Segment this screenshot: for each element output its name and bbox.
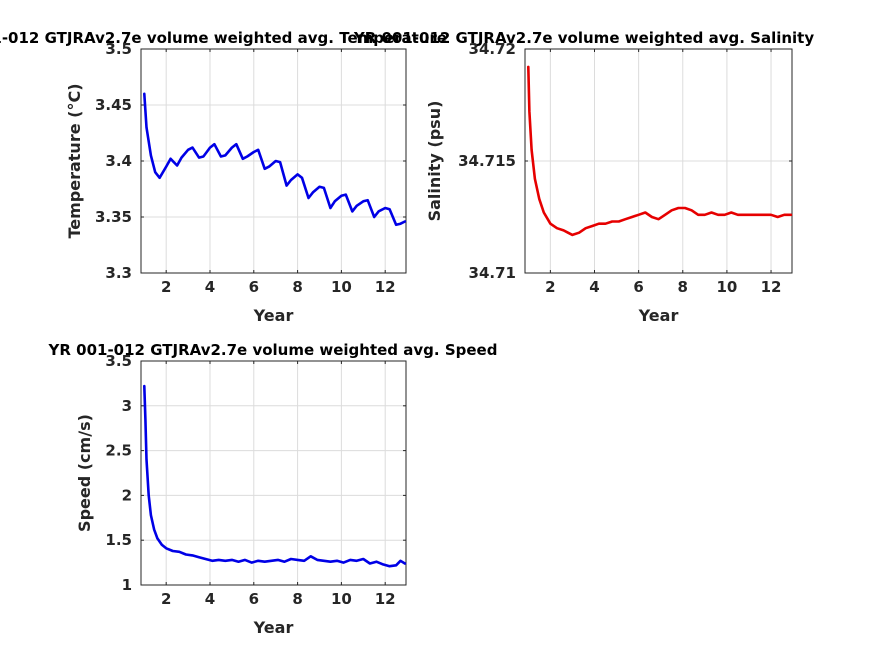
- axes-box: [140, 360, 407, 586]
- y-tick-label-34-715: 34.715: [458, 152, 516, 170]
- y-tick-label-3-45: 3.45: [95, 96, 132, 114]
- chart-title: YR 001-012 GTJRAv2.7e volume weighted av…: [48, 341, 498, 359]
- x-tick-label-2: 2: [161, 590, 171, 608]
- x-tick-label-2: 2: [545, 278, 555, 296]
- chart-title: YR 001-012 GTJRAv2.7e volume weighted av…: [0, 29, 447, 47]
- y-tick-label-2: 2: [122, 486, 132, 504]
- series-line-0: [526, 65, 793, 237]
- x-axis-label: Year: [638, 306, 679, 325]
- x-tick-label-12: 12: [375, 278, 396, 296]
- x-tick-label-10: 10: [716, 278, 737, 296]
- series-line-0: [143, 384, 407, 568]
- y-tick-label-3-5: 3.5: [105, 352, 132, 370]
- x-tick-label-4: 4: [205, 278, 215, 296]
- x-tick-label-8: 8: [678, 278, 688, 296]
- y-tick-label-34-71: 34.71: [469, 264, 516, 282]
- x-tick-label-12: 12: [761, 278, 782, 296]
- y-tick-label-3-3: 3.3: [105, 264, 132, 282]
- x-tick-label-4: 4: [205, 590, 215, 608]
- x-tick-label-2: 2: [161, 278, 171, 296]
- x-tick-label-6: 6: [633, 278, 643, 296]
- y-tick-label-3: 3: [122, 397, 132, 415]
- y-tick-label-3-4: 3.4: [105, 152, 132, 170]
- x-tick-label-4: 4: [589, 278, 599, 296]
- y-tick-label-3-35: 3.35: [95, 208, 132, 226]
- x-tick-label-10: 10: [331, 590, 352, 608]
- y-axis-label: Temperature (°C): [65, 83, 84, 238]
- x-tick-label-12: 12: [375, 590, 396, 608]
- temperature-panel: 2 4 6 8 10 12 3.3 3.35 3.4 3.45 3.5 Year Temperature…: [0, 29, 447, 325]
- plot-area: [140, 360, 407, 586]
- x-tick-label-8: 8: [292, 278, 302, 296]
- speed-panel: 2 4 6 8 10 12 1 1.5 2 2.5 3 3.5 Year Speed (cm/s) YR 0…: [48, 341, 498, 637]
- x-axis-label: Year: [253, 306, 294, 325]
- x-tick-label-8: 8: [292, 590, 302, 608]
- x-axis-label: Year: [253, 618, 294, 637]
- x-tick-label-10: 10: [331, 278, 352, 296]
- x-tick-label-6: 6: [249, 278, 259, 296]
- series-line-0: [143, 92, 407, 227]
- y-axis-label: Speed (cm/s): [75, 414, 94, 532]
- y-tick-label-3-5: 3.5: [105, 40, 132, 58]
- chart-title: YR 001-012 GTJRAv2.7e volume weighted av…: [353, 29, 815, 47]
- y-tick-label-2-5: 2.5: [105, 442, 132, 460]
- y-tick-label-34-72: 34.72: [469, 40, 516, 58]
- y-tick-label-1: 1: [122, 576, 132, 594]
- salinity-panel: 2 4 6 8 10 12 34.71 34.715 34.72 Year Salinity (ps…: [353, 29, 815, 325]
- y-tick-label-1-5: 1.5: [105, 531, 132, 549]
- y-axis-label: Salinity (psu): [425, 101, 444, 222]
- x-tick-label-6: 6: [249, 590, 259, 608]
